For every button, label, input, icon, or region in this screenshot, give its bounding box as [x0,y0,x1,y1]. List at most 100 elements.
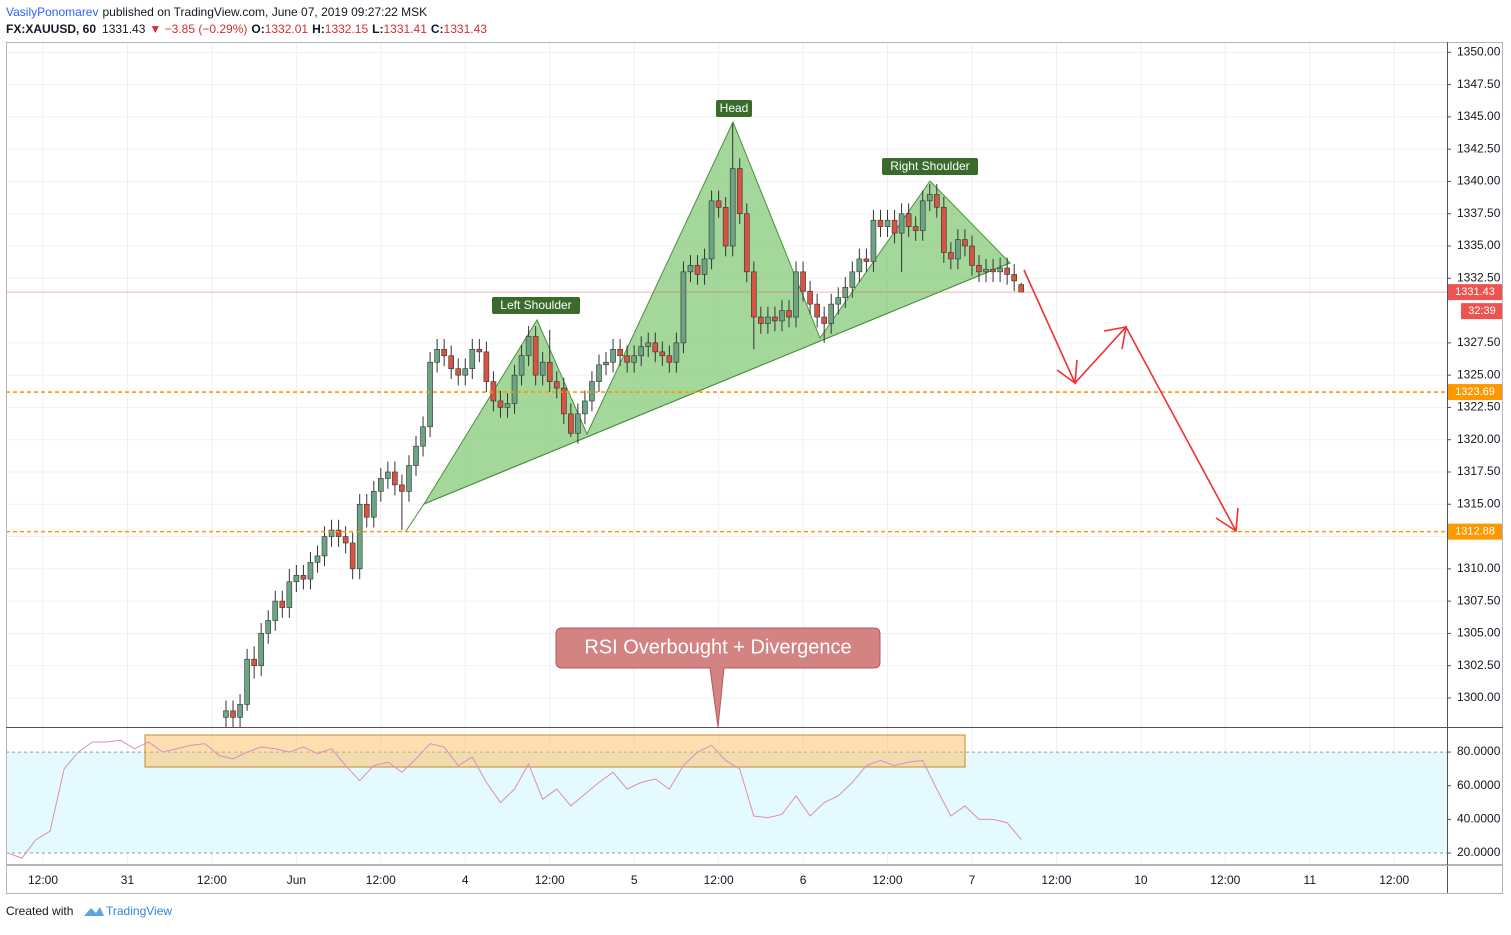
pattern-label: Head [720,101,749,115]
y-tick-label: 1342.50 [1457,141,1501,155]
x-tick-label: 12:00 [704,873,734,887]
candle-body [983,268,989,273]
y-tick-label: 1347.50 [1457,77,1501,91]
candle-body [687,265,694,273]
arrow-head [1215,507,1239,533]
ohlc-label: H: [312,22,325,36]
candle-body [335,529,342,537]
candle-body [553,381,560,389]
ohlc-label: L: [372,22,383,36]
candle-body [870,219,877,262]
candle-body [800,271,806,292]
candle-body [751,271,757,318]
candle-body [483,351,490,382]
arrow-head [1056,359,1078,385]
candle-body [539,361,546,376]
candle-body [715,200,722,208]
x-tick-label: Jun [287,873,306,887]
candles [223,123,1025,727]
candle-body [856,258,863,273]
candle-body [617,349,623,357]
footer-brand[interactable]: TradingView [106,904,172,918]
candle-body [645,342,652,348]
change: ▼ −3.85 (−0.29%) [149,22,247,36]
candle-body [230,710,236,718]
candle-body [434,349,440,363]
candle-body [638,346,645,357]
candle-body [863,258,870,262]
candle-body [420,426,426,447]
x-tick-label: 12:00 [873,873,903,887]
author[interactable]: VasilyPonomarev [6,5,98,19]
price-label-box [1447,284,1503,301]
axis-layer: 12:00 31 12:00 Jun 12:00 4 12:00 5 12:00 6 12:00 7 1… [28,45,1503,887]
published: published on TradingView.com, June 07, 2… [102,5,427,19]
candle-body [955,239,961,260]
candle-body [919,200,926,231]
candle-body [729,168,736,247]
candle-body [659,351,666,357]
time-axis-box [6,865,1503,894]
candle-body [898,213,905,234]
y-tick-label: 1337.50 [1457,206,1501,220]
candle-body [610,349,616,363]
rsi-band-layer [6,751,1447,854]
candle-body [427,361,433,428]
x-tick-label: 4 [462,873,469,887]
arrow-head [1103,326,1127,350]
candle-body [722,206,729,247]
x-tick-label: 31 [121,873,135,887]
x-tick-label: 12:00 [1041,873,1071,887]
candle-body [933,194,940,208]
y-tick-label: 1315.00 [1457,496,1501,510]
candle-body [814,303,820,318]
y-tick-label: 1320.00 [1457,432,1501,446]
candle-body [342,536,349,544]
y-tick-label: 60.0000 [1457,778,1501,792]
candle-body [448,355,454,369]
candle-body [772,316,778,322]
candle-body [321,536,328,557]
candle-body [363,503,370,518]
candle-body [758,316,764,324]
price-lines [6,291,1447,533]
candle-body [378,478,384,492]
candle-body [1004,267,1010,275]
candle-body [673,342,680,363]
candle-body [835,297,842,305]
candle-body [546,361,553,382]
candle-body [807,290,813,305]
candle-body [265,620,272,634]
ohlc-value: 1331.41 [383,22,427,36]
countdown-box [1461,303,1503,320]
candle-body [582,400,588,415]
candle-body [469,349,476,369]
candle-body [518,355,525,376]
candle-body [1011,274,1017,282]
label-box [716,100,752,117]
candle-body [828,303,835,324]
ohlc-value: 1331.43 [444,22,488,36]
x-tick-label: 12:00 [28,873,58,887]
candle-body [976,265,982,273]
candle-body [926,194,933,202]
last-price: 1331.43 [102,22,146,36]
y-tick-label: 1305.00 [1457,626,1501,640]
x-tick-label: 10 [1134,873,1148,887]
candle-body [990,268,996,273]
candle-body [251,658,257,666]
candle-body [328,529,335,537]
candle-body [525,336,532,357]
candle-body [476,349,483,353]
candle-body [891,219,898,234]
y-tick-label: 1322.50 [1457,400,1501,414]
label-box [882,158,978,175]
candle-body [821,316,827,324]
x-tick-label: 6 [800,873,807,887]
x-tick-label: 12:00 [1210,873,1240,887]
candle-body [575,413,581,434]
pattern-label: Left Shoulder [500,298,571,312]
candle-body [969,245,975,266]
candle-body [941,206,947,253]
candle-body [765,316,771,324]
